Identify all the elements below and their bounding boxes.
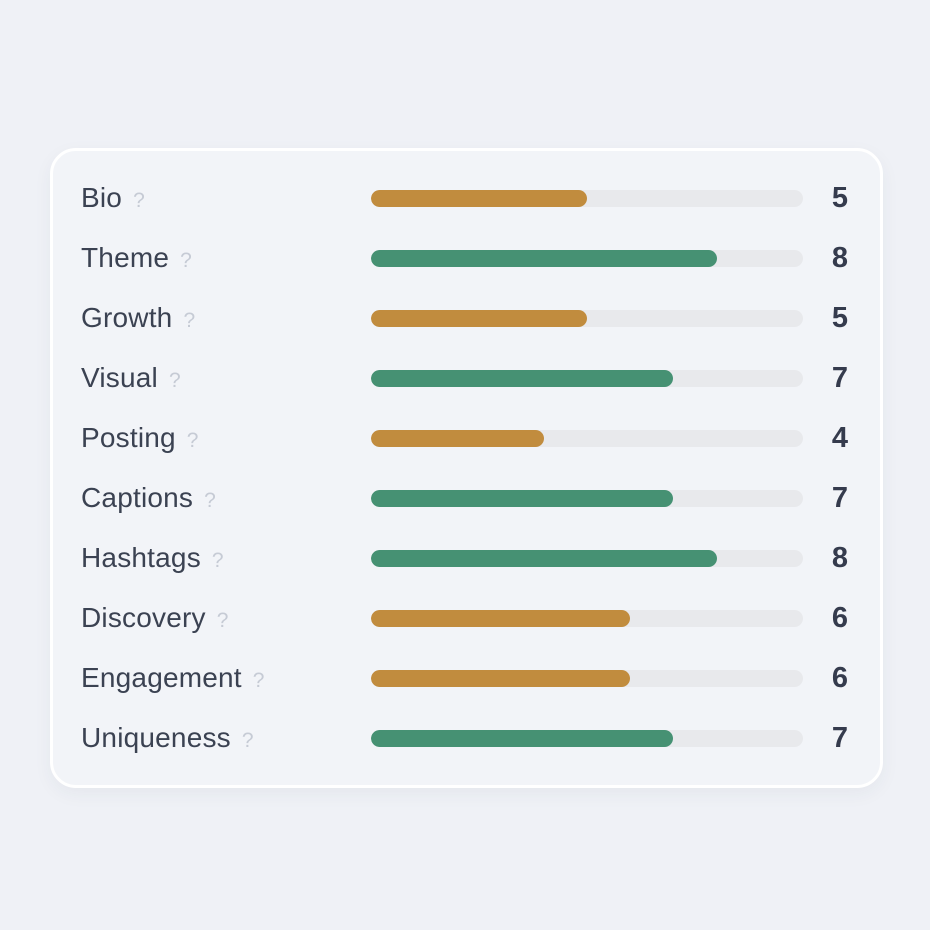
metric-label-group: Captions ? [81, 484, 371, 512]
score-bar-track [371, 549, 803, 567]
score-bar-fill [371, 249, 717, 267]
metric-label-group: Visual ? [81, 364, 371, 392]
help-icon[interactable]: ? [204, 489, 216, 512]
help-icon[interactable]: ? [216, 609, 229, 632]
score-bar-track [371, 609, 803, 627]
score-value: 7 [831, 481, 848, 514]
score-value: 7 [831, 721, 848, 754]
score-value: 4 [831, 421, 848, 454]
score-value: 8 [831, 541, 848, 574]
score-bar-fill [371, 189, 587, 207]
help-icon[interactable]: ? [252, 669, 265, 692]
score-row: Uniqueness ? 7 [81, 708, 848, 768]
score-row: Engagement ? 6 [81, 648, 848, 708]
score-bar-fill [371, 429, 544, 447]
score-value: 8 [831, 241, 848, 274]
help-icon[interactable]: ? [186, 429, 199, 452]
score-bar-track [371, 489, 803, 507]
metric-label-group: Engagement ? [81, 664, 371, 692]
score-bar-fill [371, 729, 674, 747]
score-bar-track [371, 189, 803, 207]
score-row: Hashtags ? 8 [81, 528, 848, 588]
score-bar-track [371, 429, 803, 447]
metric-label-group: Hashtags ? [81, 544, 371, 572]
help-icon[interactable]: ? [168, 369, 181, 392]
metric-label: Posting [81, 422, 176, 453]
help-icon[interactable]: ? [133, 189, 145, 212]
help-icon[interactable]: ? [241, 729, 254, 752]
score-bar-track [371, 729, 803, 747]
score-row: Visual ? 7 [81, 348, 848, 408]
metric-label: Hashtags [81, 542, 201, 573]
metric-label: Engagement [81, 662, 242, 693]
metric-label-group: Growth ? [81, 304, 371, 332]
score-value: 7 [831, 361, 848, 394]
score-value: 6 [831, 601, 848, 634]
score-bar-fill [371, 369, 674, 387]
score-bar-fill [371, 309, 587, 327]
score-card: Bio ? 5 Theme ? 8 Growth ? 5 Visual ? [50, 148, 883, 788]
score-bar-fill [371, 549, 717, 567]
metric-label-group: Bio ? [81, 184, 371, 212]
score-bar-track [371, 309, 803, 327]
metric-label: Visual [81, 362, 158, 393]
help-icon[interactable]: ? [180, 249, 192, 272]
score-bar-fill [371, 489, 674, 507]
score-value: 5 [831, 181, 848, 214]
metric-label: Theme [81, 242, 170, 273]
score-row: Captions ? 7 [81, 468, 848, 528]
score-row: Posting ? 4 [81, 408, 848, 468]
score-bar-track [371, 369, 803, 387]
metric-label-group: Uniqueness ? [81, 724, 371, 752]
metric-label: Discovery [81, 602, 206, 633]
metric-label-group: Posting ? [81, 424, 371, 452]
metric-label-group: Theme ? [81, 244, 371, 272]
score-bar-track [371, 669, 803, 687]
score-row: Growth ? 5 [81, 288, 848, 348]
score-bar-fill [371, 669, 631, 687]
help-icon[interactable]: ? [183, 309, 196, 332]
score-value: 6 [831, 661, 848, 694]
help-icon[interactable]: ? [211, 549, 224, 572]
metric-label-group: Discovery ? [81, 604, 371, 632]
metric-label: Uniqueness [81, 722, 231, 753]
score-row: Bio ? 5 [81, 168, 848, 228]
score-value: 5 [831, 301, 848, 334]
score-row: Discovery ? 6 [81, 588, 848, 648]
score-bar-fill [371, 609, 631, 627]
metric-label: Growth [81, 302, 173, 333]
metric-label: Captions [81, 482, 194, 513]
score-bar-track [371, 249, 803, 267]
metric-label: Bio [81, 182, 123, 213]
score-row: Theme ? 8 [81, 228, 848, 288]
